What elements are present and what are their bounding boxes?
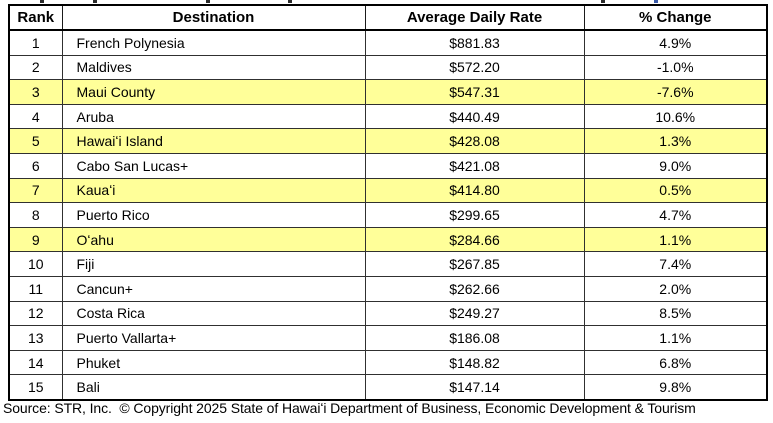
avg-daily-rate-cell: $421.08: [364, 152, 585, 179]
destination-cell: Kauaʻi: [61, 177, 366, 204]
destination-cell: Maui County: [61, 79, 366, 105]
rank-cell: 1: [8, 29, 63, 56]
col-header-average-daily-rate: Average Daily Rate: [364, 4, 585, 31]
destination-cell: Puerto Rico: [61, 202, 366, 228]
pct-change-cell: 2.0%: [583, 275, 768, 302]
avg-daily-rate-cell: $572.20: [364, 54, 585, 81]
table-row: 11 Cancun+ $262.66 2.0%: [8, 275, 768, 302]
destination-cell: Fiji: [61, 251, 366, 277]
destination-adr-ranking-table: Rank Destination Average Daily Rate % Ch…: [8, 4, 768, 401]
destination-cell: Puerto Vallarta+: [61, 325, 366, 351]
rank-cell: 6: [8, 152, 63, 179]
pct-change-cell: 4.9%: [583, 29, 768, 56]
table-row: 13 Puerto Vallarta+ $186.08 1.1%: [8, 325, 768, 351]
rank-cell: 7: [8, 177, 63, 204]
destination-cell: Cabo San Lucas+: [61, 152, 366, 179]
avg-daily-rate-cell: $249.27: [364, 300, 585, 327]
rank-cell: 2: [8, 54, 63, 81]
table-row: 9 Oʻahu $284.66 1.1%: [8, 226, 768, 253]
avg-daily-rate-cell: $547.31: [364, 79, 585, 105]
pct-change-cell: 8.5%: [583, 300, 768, 327]
cropped-text-mark: [40, 0, 44, 3]
table-row: 10 Fiji $267.85 7.4%: [8, 251, 768, 277]
cropped-text-mark: [93, 0, 97, 3]
table-row: 14 Phuket $148.82 6.8%: [8, 349, 768, 376]
avg-daily-rate-cell: $440.49: [364, 103, 585, 130]
col-header-rank: Rank: [8, 4, 63, 31]
rank-cell: 5: [8, 128, 63, 154]
table-row: 5 Hawaiʻi Island $428.08 1.3%: [8, 128, 768, 154]
table-row: 8 Puerto Rico $299.65 4.7%: [8, 202, 768, 228]
table-header: Rank Destination Average Daily Rate % Ch…: [8, 4, 768, 31]
table-row: 15 Bali $147.14 9.8%: [8, 374, 768, 401]
col-header-pct-change: % Change: [583, 4, 768, 31]
destination-cell: Oʻahu: [61, 226, 366, 253]
pct-change-cell: 7.4%: [583, 251, 768, 277]
pct-change-cell: -7.6%: [583, 79, 768, 105]
rank-cell: 3: [8, 79, 63, 105]
avg-daily-rate-cell: $299.65: [364, 202, 585, 228]
avg-daily-rate-cell: $414.80: [364, 177, 585, 204]
table-row: 12 Costa Rica $249.27 8.5%: [8, 300, 768, 327]
avg-daily-rate-cell: $147.14: [364, 374, 585, 401]
destination-cell: Hawaiʻi Island: [61, 128, 366, 154]
table-row: 7 Kauaʻi $414.80 0.5%: [8, 177, 768, 204]
table-row: 3 Maui County $547.31 -7.6%: [8, 79, 768, 105]
pct-change-cell: 6.8%: [583, 349, 768, 376]
pct-change-cell: 9.8%: [583, 374, 768, 401]
rank-cell: 9: [8, 226, 63, 253]
rank-cell: 4: [8, 103, 63, 130]
rank-cell: 15: [8, 374, 63, 401]
destination-cell: Phuket: [61, 349, 366, 376]
pct-change-cell: 9.0%: [583, 152, 768, 179]
avg-daily-rate-cell: $148.82: [364, 349, 585, 376]
source-copyright-note: Source: STR, Inc. © Copyright 2025 State…: [3, 400, 696, 416]
destination-cell: Aruba: [61, 103, 366, 130]
avg-daily-rate-cell: $262.66: [364, 275, 585, 302]
cropped-text-mark: [288, 0, 292, 3]
cropped-text-mark: [206, 0, 210, 3]
cropped-title-sliver: [0, 0, 773, 3]
pct-change-cell: 4.7%: [583, 202, 768, 228]
rank-cell: 8: [8, 202, 63, 228]
table-body: 1 French Polynesia $881.83 4.9% 2 Maldives $57…: [8, 29, 768, 401]
destination-cell: Bali: [61, 374, 366, 401]
avg-daily-rate-cell: $284.66: [364, 226, 585, 253]
rank-cell: 14: [8, 349, 63, 376]
cropped-text-mark: [654, 0, 658, 3]
header-row: Rank Destination Average Daily Rate % Ch…: [8, 4, 768, 31]
rank-cell: 13: [8, 325, 63, 351]
table-row: 6 Cabo San Lucas+ $421.08 9.0%: [8, 152, 768, 179]
avg-daily-rate-cell: $428.08: [364, 128, 585, 154]
table-row: 2 Maldives $572.20 -1.0%: [8, 54, 768, 81]
destination-cell: Costa Rica: [61, 300, 366, 327]
avg-daily-rate-cell: $186.08: [364, 325, 585, 351]
col-header-destination: Destination: [61, 4, 366, 31]
table-row: 1 French Polynesia $881.83 4.9%: [8, 29, 768, 56]
pct-change-cell: -1.0%: [583, 54, 768, 81]
rank-cell: 10: [8, 251, 63, 277]
destination-cell: Maldives: [61, 54, 366, 81]
pct-change-cell: 1.3%: [583, 128, 768, 154]
destination-cell: Cancun+: [61, 275, 366, 302]
pct-change-cell: 0.5%: [583, 177, 768, 204]
avg-daily-rate-cell: $267.85: [364, 251, 585, 277]
pct-change-cell: 1.1%: [583, 226, 768, 253]
avg-daily-rate-cell: $881.83: [364, 29, 585, 56]
pct-change-cell: 1.1%: [583, 325, 768, 351]
table-row: 4 Aruba $440.49 10.6%: [8, 103, 768, 130]
rank-cell: 11: [8, 275, 63, 302]
pct-change-cell: 10.6%: [583, 103, 768, 130]
destination-cell: French Polynesia: [61, 29, 366, 56]
rank-cell: 12: [8, 300, 63, 327]
cropped-text-mark: [601, 0, 605, 3]
